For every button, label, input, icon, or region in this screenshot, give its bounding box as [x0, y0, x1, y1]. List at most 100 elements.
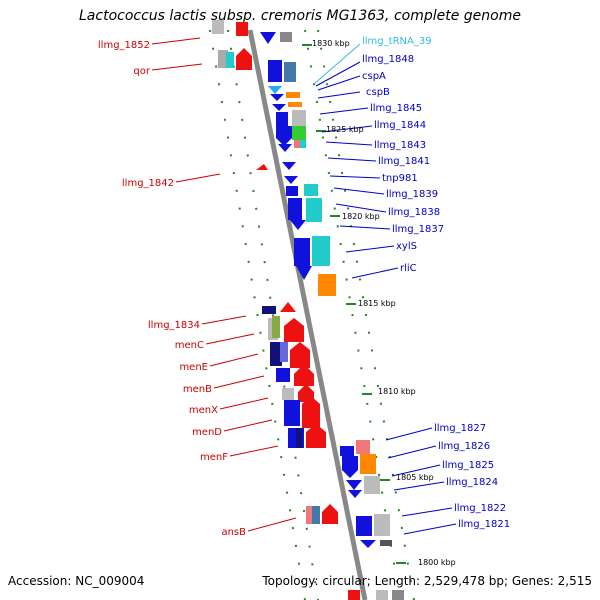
gene-label[interactable]: llmg_1821 — [458, 519, 510, 530]
scale-label: 1800 kbp — [418, 558, 456, 567]
scale-label: 1805 kbp — [396, 473, 434, 482]
gene-arrow — [270, 94, 284, 101]
gene-block — [288, 102, 302, 107]
gene-label[interactable]: rliC — [400, 263, 417, 274]
leader-line — [223, 419, 273, 432]
gene-label[interactable]: llmg_1848 — [362, 54, 414, 65]
genome-title: Lactococcus lactis subsp. cremoris MG136… — [79, 8, 521, 24]
gene-block — [300, 140, 306, 148]
gene-block — [276, 368, 290, 382]
gene-block — [268, 60, 282, 82]
gene-arrow — [346, 480, 362, 490]
gene-block — [374, 514, 390, 536]
gene-label[interactable]: llmg_1842 — [122, 178, 174, 189]
gene-block — [356, 516, 372, 536]
gene-label[interactable]: tnp981 — [382, 173, 418, 184]
gene-block — [356, 440, 370, 454]
right-leaders — [313, 43, 457, 535]
gene-label[interactable]: llmg_1845 — [370, 103, 422, 114]
gene-label[interactable]: menX — [189, 405, 218, 416]
gene-label[interactable]: llmg_1837 — [392, 224, 444, 235]
gene-block — [288, 198, 302, 220]
gene-label[interactable]: llmg_1826 — [438, 441, 490, 452]
leader-line — [325, 141, 373, 146]
leader-line — [327, 157, 377, 162]
gene-label[interactable]: cspA — [362, 71, 386, 82]
gene-label[interactable]: llmg_1843 — [374, 140, 426, 151]
dotted-track-right-inner — [304, 29, 401, 600]
gene-block — [294, 140, 300, 148]
scale-ticks — [302, 44, 406, 564]
gene-label[interactable]: llmg_1841 — [378, 156, 430, 167]
scale-label: 1820 kbp — [342, 212, 380, 221]
gene-label[interactable]: llmg_1834 — [148, 320, 200, 331]
gene-arrow — [278, 144, 292, 152]
gene-label[interactable]: xylS — [396, 241, 417, 252]
leader-line — [313, 43, 361, 85]
leader-line — [151, 37, 201, 45]
leader-line — [333, 187, 385, 195]
gene-block — [286, 186, 298, 196]
leader-line — [339, 225, 391, 230]
scale-label: 1825 kbp — [326, 125, 364, 134]
gene-label[interactable]: menD — [192, 427, 222, 438]
gene-label[interactable]: ansB — [221, 527, 246, 538]
gene-label[interactable]: menF — [200, 452, 228, 463]
gene-label[interactable]: llmg_1825 — [442, 460, 494, 471]
gene-arrow — [290, 342, 310, 368]
gene-block — [212, 20, 224, 34]
gene-block — [276, 112, 288, 126]
gene-label[interactable]: llmg_1839 — [386, 189, 438, 200]
gene-label[interactable]: qor — [133, 66, 150, 77]
gene-arrow — [268, 86, 282, 94]
gene-block — [284, 62, 296, 82]
gene-block — [306, 198, 322, 222]
gene-block — [348, 590, 360, 600]
gene-block — [392, 590, 404, 600]
gene-arrow — [342, 456, 358, 478]
dotted-track-right-outer — [317, 29, 415, 600]
dotted-tracks — [209, 29, 415, 600]
scale-label: 1810 kbp — [378, 387, 416, 396]
gene-arrow — [272, 104, 286, 111]
left-gene-labels: llmg_1852 qor llmg_1842 llmg_1834 menC m… — [98, 40, 246, 538]
leader-line — [345, 245, 395, 253]
gene-label[interactable]: llmg_1852 — [98, 40, 150, 51]
gene-label[interactable]: llmg_1838 — [388, 207, 440, 218]
gene-label[interactable]: menC — [175, 340, 204, 351]
scale-label: 1815 kbp — [358, 299, 396, 308]
gene-label[interactable]: llmg_1824 — [446, 477, 498, 488]
leader-line — [401, 507, 453, 517]
gene-block — [340, 446, 354, 456]
gene-label[interactable]: llmg_1844 — [374, 120, 426, 131]
gene-label[interactable]: menE — [179, 362, 208, 373]
gene-arrow — [284, 318, 304, 342]
gene-label[interactable]: menB — [183, 384, 212, 395]
gene-block — [280, 32, 292, 42]
gene-label[interactable]: llmg_1822 — [454, 503, 506, 514]
gene-block — [284, 400, 300, 426]
leader-line — [175, 173, 221, 183]
leader-line — [319, 107, 369, 115]
leader-line — [317, 75, 361, 91]
leader-line — [391, 464, 441, 477]
gene-arrow — [260, 32, 276, 44]
gene-block — [286, 92, 300, 98]
gene-arrow — [294, 364, 314, 386]
gene-label[interactable]: llmg_1827 — [434, 423, 486, 434]
gene-arrow — [290, 220, 306, 230]
gene-features — [212, 20, 404, 600]
scale-label: 1830 kbp — [312, 39, 350, 48]
gene-arrow — [284, 176, 298, 184]
gene-label[interactable]: llmg_tRNA_39 — [362, 36, 432, 47]
leader-line — [209, 353, 259, 367]
leader-line — [151, 63, 203, 71]
gene-label[interactable]: cspB — [366, 87, 390, 98]
gene-arrow — [276, 126, 292, 146]
gene-block — [304, 184, 318, 196]
accession-text: Accession: NC_009004 — [8, 574, 145, 588]
gene-block — [292, 110, 306, 126]
leader-line — [403, 523, 457, 535]
gene-block — [376, 590, 388, 600]
